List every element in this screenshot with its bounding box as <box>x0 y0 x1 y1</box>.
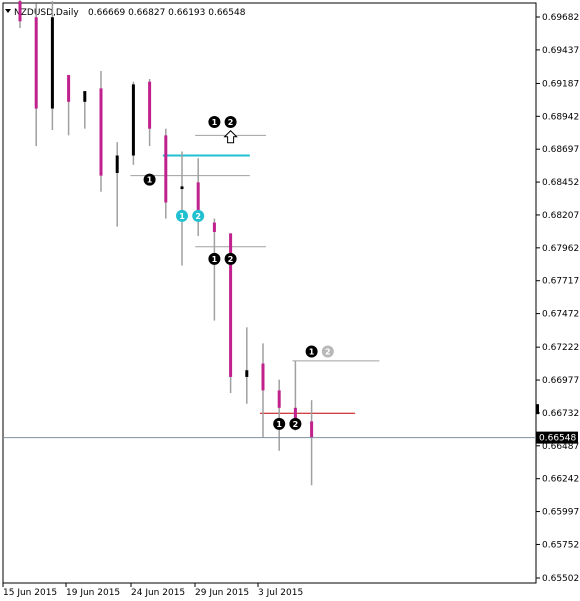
x-tick-label: 24 Jun 2015 <box>131 588 185 598</box>
marker-label: 2 <box>228 118 234 127</box>
marker-circle <box>143 173 156 186</box>
candle-body <box>148 81 152 129</box>
candle-body <box>34 17 38 109</box>
y-axis: 0.69682 0.69437 0.69187 0.68942 0.68697 0.684… <box>536 13 579 584</box>
marker-circle <box>289 417 302 430</box>
current-price-tag <box>536 431 578 444</box>
candle-body <box>131 84 135 156</box>
marker-label: 1 <box>212 255 218 264</box>
y-tick-label: 0.66732 <box>542 409 579 419</box>
current-price-line: 0.66548 <box>3 431 578 444</box>
x-axis: 15 Jun 2015 19 Jun 2015 24 Jun 2015 29 Jun … <box>2 583 303 598</box>
markers: 1 1 2 1 2 1 2 1 2 1 2 <box>143 115 334 430</box>
candle-body <box>180 186 184 190</box>
candle-body <box>245 370 249 377</box>
candle-body <box>67 74 71 102</box>
y-tick-label: 0.67472 <box>542 310 579 320</box>
y-tick-label: 0.67962 <box>542 244 579 254</box>
y-tick-label: 0.69682 <box>542 13 579 23</box>
y-tick-label: 0.69187 <box>542 79 579 89</box>
marker-label: 1 <box>147 176 153 185</box>
candle-body <box>293 407 297 422</box>
candle-body <box>99 88 103 176</box>
y-tick-label: 0.68942 <box>542 112 579 122</box>
x-tick-label: 15 Jun 2015 <box>3 588 57 598</box>
x-tick-label: 29 Jun 2015 <box>195 588 249 598</box>
marker-circle <box>273 417 286 430</box>
marker-circle <box>176 209 188 222</box>
candle-body <box>277 390 281 408</box>
candle-body <box>164 135 168 203</box>
y-tick-label: 0.66977 <box>542 376 579 386</box>
y-tick-label: 0.66242 <box>542 475 579 485</box>
header-symbol: NZDUSD,Daily <box>14 8 79 18</box>
marker-label: 1 <box>309 347 315 356</box>
marker-circle <box>192 209 205 222</box>
marker-circle <box>305 345 318 358</box>
y-tick-label: 0.67717 <box>542 277 579 287</box>
candle-body <box>83 91 87 102</box>
candle-body <box>196 182 200 216</box>
marker-circle <box>208 252 221 265</box>
marker-label: 2 <box>228 255 234 264</box>
marker-label: 1 <box>212 118 218 127</box>
marker-label: 1 <box>276 420 282 429</box>
marker-circle <box>224 252 237 265</box>
y-tick-label: 0.66487 <box>542 442 579 452</box>
candle-body <box>18 1 22 22</box>
candle-body <box>50 17 54 109</box>
marker-label: 2 <box>325 347 331 356</box>
current-price-tag-text: 0.66548 <box>539 434 576 444</box>
y-tick-label: 0.69437 <box>542 46 579 56</box>
y-tick-label: 0.68207 <box>542 211 579 221</box>
candle-body <box>229 233 233 377</box>
chart-header: NZDUSD,Daily 0.66669 0.66827 0.66193 0.6… <box>5 8 246 18</box>
y-tick-label: 0.65997 <box>542 508 579 518</box>
marker-label: 2 <box>195 212 201 221</box>
x-tick-label: 19 Jun 2015 <box>66 588 120 598</box>
marker-label: 1 <box>179 212 185 221</box>
y-tick-label: 0.68452 <box>542 178 579 188</box>
y-tick-label: 0.65502 <box>542 574 579 584</box>
marker-circle <box>208 115 221 128</box>
right-edge-marker <box>536 404 539 415</box>
x-tick-label: 3 Jul 2015 <box>258 588 303 598</box>
header-ohlc: 0.66669 0.66827 0.66193 0.66548 <box>88 8 246 18</box>
candle-body <box>261 363 265 391</box>
y-tick-label: 0.68697 <box>542 145 579 155</box>
dropdown-triangle-icon[interactable] <box>5 9 11 13</box>
y-tick-label: 0.65752 <box>542 540 579 550</box>
candle-body <box>115 155 119 173</box>
y-tick-label: 0.67222 <box>542 343 579 353</box>
marker-circle <box>224 115 237 128</box>
candle-body <box>212 222 216 233</box>
up-arrow-icon <box>223 130 238 144</box>
marker-label: 2 <box>293 420 299 429</box>
marker-circle <box>321 345 334 358</box>
plot-border <box>2 2 537 584</box>
candle-body <box>310 421 314 438</box>
candles <box>18 0 314 486</box>
